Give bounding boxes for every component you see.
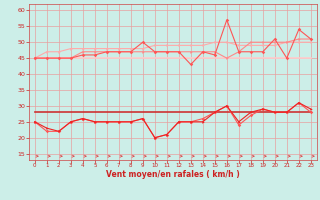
X-axis label: Vent moyen/en rafales ( km/h ): Vent moyen/en rafales ( km/h ) bbox=[106, 170, 240, 179]
